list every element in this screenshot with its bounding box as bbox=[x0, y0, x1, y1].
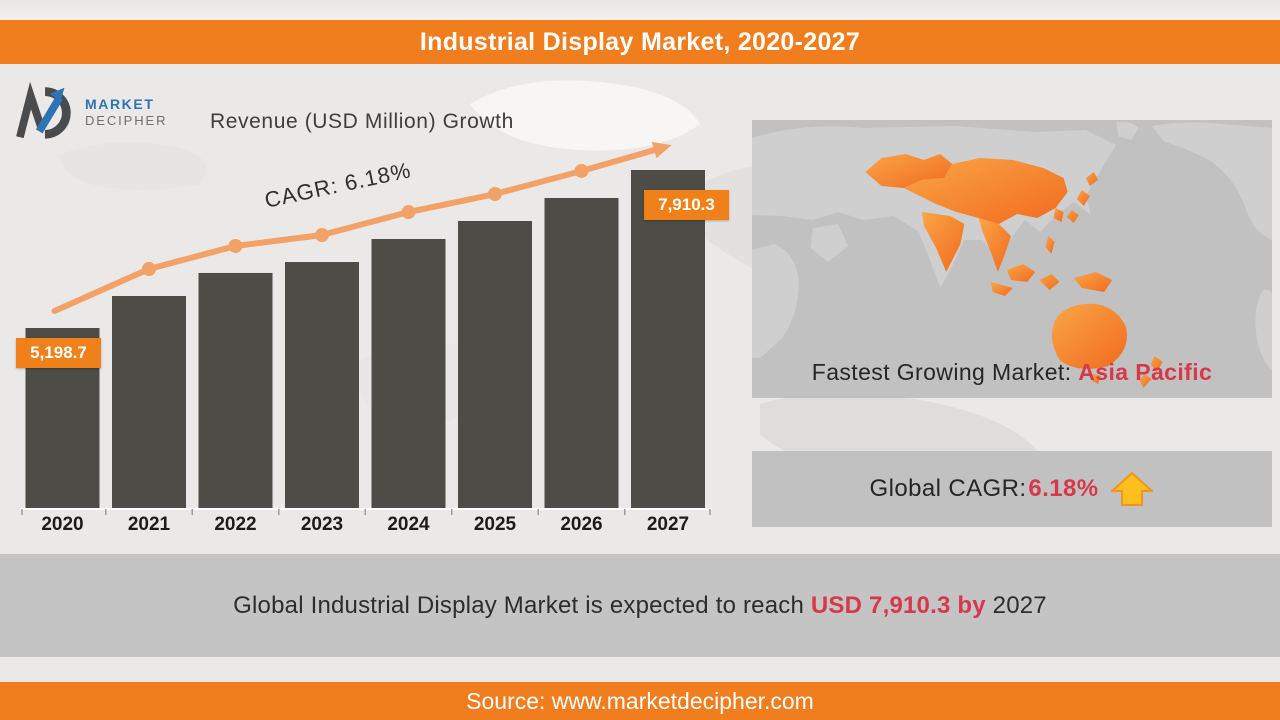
cagr-value: 6.18% bbox=[1028, 475, 1099, 502]
asia-pacific-map bbox=[752, 121, 1272, 388]
x-axis-label-2027: 2027 bbox=[647, 514, 689, 535]
trend-marker bbox=[228, 238, 243, 253]
top-strip bbox=[0, 0, 1280, 20]
up-arrow-icon bbox=[1111, 472, 1154, 506]
trend-marker bbox=[315, 228, 329, 243]
caption-region: Asia Pacific bbox=[1078, 359, 1213, 385]
trend-marker bbox=[142, 261, 156, 276]
fastest-growing-market-caption: Fastest Growing Market: Asia Pacific bbox=[752, 359, 1272, 386]
x-axis-label-2020: 2020 bbox=[41, 514, 83, 535]
source-text: Source: www.marketdecipher.com bbox=[466, 687, 814, 714]
cagr-prefix: Global CAGR: bbox=[869, 475, 1027, 502]
x-axis-label-2024: 2024 bbox=[387, 514, 430, 535]
global-cagr-panel: Global CAGR: 6.18% bbox=[752, 451, 1272, 527]
bar-2022 bbox=[198, 272, 273, 508]
x-axis-label-2026: 2026 bbox=[560, 514, 602, 535]
x-axis-label-2023: 2023 bbox=[301, 514, 343, 535]
market-decipher-logo: MARKET DECIPHER bbox=[16, 82, 167, 142]
trend-marker bbox=[574, 163, 589, 178]
source-bar: Source: www.marketdecipher.com bbox=[0, 682, 1280, 720]
banner-prefix: Global Industrial Display Market is expe… bbox=[233, 591, 811, 619]
value-label-2027: 7,910.3 bbox=[644, 190, 729, 220]
banner-text: Global Industrial Display Market is expe… bbox=[233, 592, 1047, 620]
chart-title: Revenue (USD Million) Growth bbox=[210, 110, 514, 133]
summary-banner: Global Industrial Display Market is expe… bbox=[0, 554, 1280, 657]
cagr-trend-line bbox=[51, 146, 661, 314]
revenue-bar-chart: 2020 2021 2022 2023 2024 2025 2026 2027 CAGR: 6… bbox=[16, 140, 729, 536]
bar-2025 bbox=[458, 221, 532, 508]
value-label-2020: 5,198.7 bbox=[16, 338, 101, 368]
trend-marker bbox=[401, 205, 416, 220]
x-axis-label-2022: 2022 bbox=[214, 514, 256, 535]
fastest-growing-market-panel: Fastest Growing Market: Asia Pacific bbox=[752, 120, 1272, 398]
bar-2024 bbox=[371, 239, 446, 508]
trend-marker bbox=[488, 187, 502, 202]
trend-arrowhead bbox=[651, 141, 672, 159]
banner-suffix: 2027 bbox=[985, 591, 1047, 619]
logo-text-market: MARKET bbox=[85, 95, 155, 112]
md-monogram-icon bbox=[16, 82, 71, 139]
bar-chart-canvas: 2020 2021 2022 2023 2024 2025 2026 2027 bbox=[20, 141, 712, 535]
page-title: Industrial Display Market, 2020-2027 bbox=[419, 27, 861, 56]
bar-2027 bbox=[631, 170, 705, 508]
x-axis-label-2025: 2025 bbox=[474, 514, 517, 535]
bar-2021 bbox=[112, 295, 186, 508]
logo-text-decipher: DECIPHER bbox=[85, 112, 168, 128]
caption-prefix: Fastest Growing Market: bbox=[811, 359, 1079, 385]
bar-2026 bbox=[544, 197, 619, 508]
bar-2023 bbox=[285, 262, 359, 508]
x-axis-label-2021: 2021 bbox=[128, 514, 171, 535]
title-bar: Industrial Display Market, 2020-2027 bbox=[0, 20, 1280, 64]
banner-highlight: USD 7,910.3 by bbox=[810, 591, 986, 619]
